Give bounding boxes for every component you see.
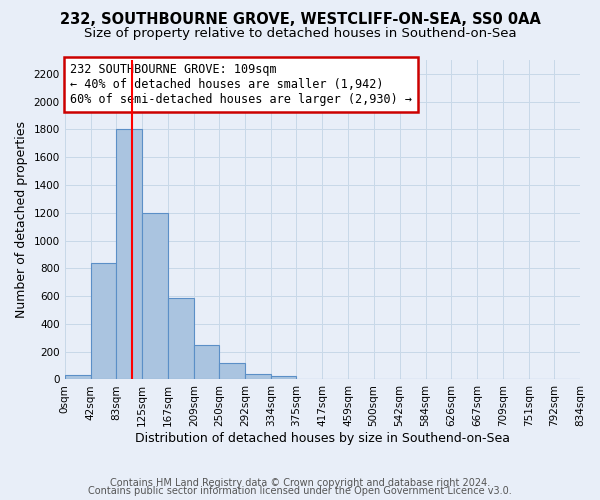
Bar [91,263,116,380]
Text: Contains HM Land Registry data © Crown copyright and database right 2024.: Contains HM Land Registry data © Crown c… [110,478,490,488]
Bar [116,130,142,380]
X-axis label: Distribution of detached houses by size in Southend-on-Sea: Distribution of detached houses by size … [135,432,510,445]
Bar [271,376,296,380]
Text: Size of property relative to detached houses in Southend-on-Sea: Size of property relative to detached ho… [83,28,517,40]
Bar [65,376,91,380]
Bar [194,344,219,380]
Bar [219,363,245,380]
Text: Contains public sector information licensed under the Open Government Licence v3: Contains public sector information licen… [88,486,512,496]
Bar [245,374,271,380]
Bar [168,298,194,380]
Bar [142,213,168,380]
Text: 232, SOUTHBOURNE GROVE, WESTCLIFF-ON-SEA, SS0 0AA: 232, SOUTHBOURNE GROVE, WESTCLIFF-ON-SEA… [59,12,541,28]
Text: 232 SOUTHBOURNE GROVE: 109sqm
← 40% of detached houses are smaller (1,942)
60% o: 232 SOUTHBOURNE GROVE: 109sqm ← 40% of d… [70,63,412,106]
Y-axis label: Number of detached properties: Number of detached properties [15,121,28,318]
